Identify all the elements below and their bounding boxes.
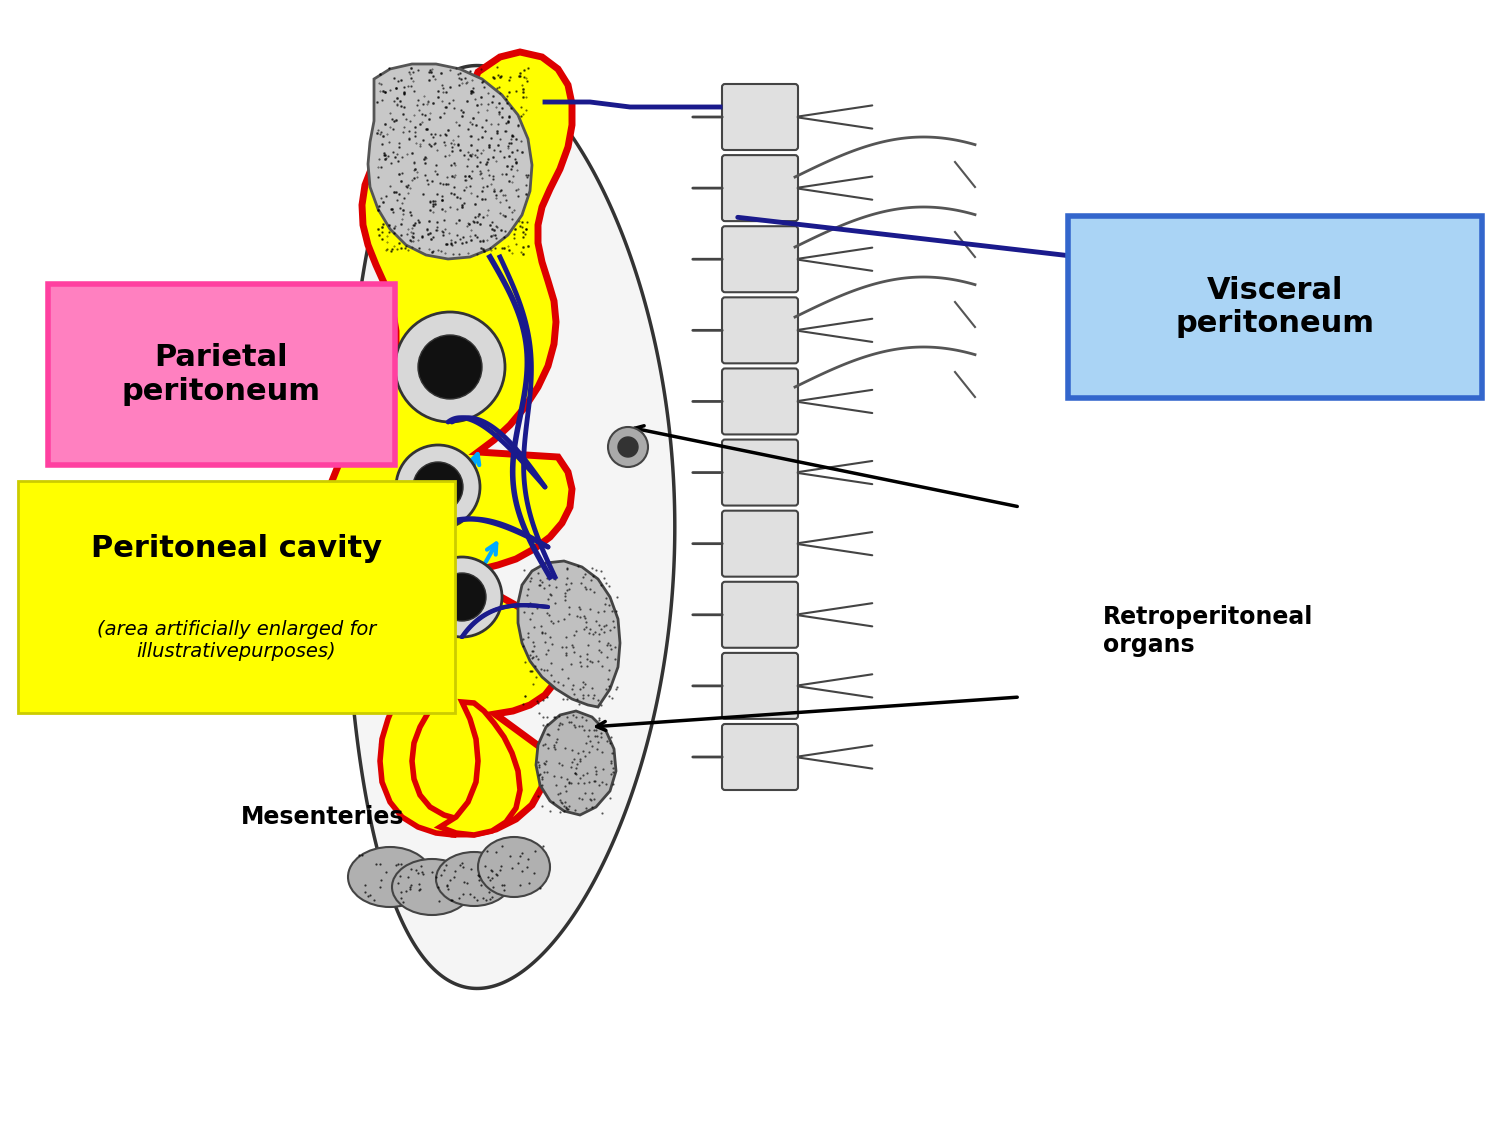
Polygon shape bbox=[345, 65, 675, 988]
Ellipse shape bbox=[392, 859, 472, 915]
Polygon shape bbox=[326, 52, 572, 834]
Text: Parietal
peritoneum: Parietal peritoneum bbox=[122, 344, 321, 406]
FancyBboxPatch shape bbox=[722, 582, 798, 648]
Circle shape bbox=[396, 445, 480, 529]
Text: (area artificially enlarged for
illustrativepurposes): (area artificially enlarged for illustra… bbox=[96, 620, 376, 660]
Ellipse shape bbox=[478, 837, 550, 897]
Polygon shape bbox=[518, 561, 620, 707]
FancyBboxPatch shape bbox=[722, 227, 798, 292]
Ellipse shape bbox=[436, 852, 512, 906]
FancyBboxPatch shape bbox=[18, 481, 454, 713]
FancyBboxPatch shape bbox=[722, 156, 798, 221]
FancyBboxPatch shape bbox=[722, 724, 798, 790]
Polygon shape bbox=[536, 711, 616, 815]
FancyBboxPatch shape bbox=[722, 298, 798, 363]
Circle shape bbox=[618, 437, 638, 458]
Circle shape bbox=[394, 312, 506, 421]
FancyBboxPatch shape bbox=[48, 284, 394, 465]
Text: Retroperitoneal
organs: Retroperitoneal organs bbox=[1102, 605, 1312, 657]
FancyBboxPatch shape bbox=[722, 369, 798, 434]
Polygon shape bbox=[368, 64, 532, 259]
Text: Visceral
peritoneum: Visceral peritoneum bbox=[1176, 276, 1374, 338]
Polygon shape bbox=[440, 702, 520, 835]
Ellipse shape bbox=[348, 848, 432, 907]
Circle shape bbox=[413, 462, 464, 512]
FancyBboxPatch shape bbox=[722, 653, 798, 719]
FancyBboxPatch shape bbox=[1068, 216, 1482, 398]
Circle shape bbox=[422, 557, 503, 637]
FancyBboxPatch shape bbox=[722, 440, 798, 506]
Circle shape bbox=[608, 427, 648, 467]
Text: Mesenteries: Mesenteries bbox=[240, 805, 405, 829]
FancyBboxPatch shape bbox=[722, 511, 798, 577]
Text: Peritoneal cavity: Peritoneal cavity bbox=[90, 533, 382, 562]
FancyBboxPatch shape bbox=[722, 85, 798, 150]
Circle shape bbox=[438, 573, 486, 621]
Polygon shape bbox=[380, 702, 458, 835]
Circle shape bbox=[419, 335, 482, 399]
